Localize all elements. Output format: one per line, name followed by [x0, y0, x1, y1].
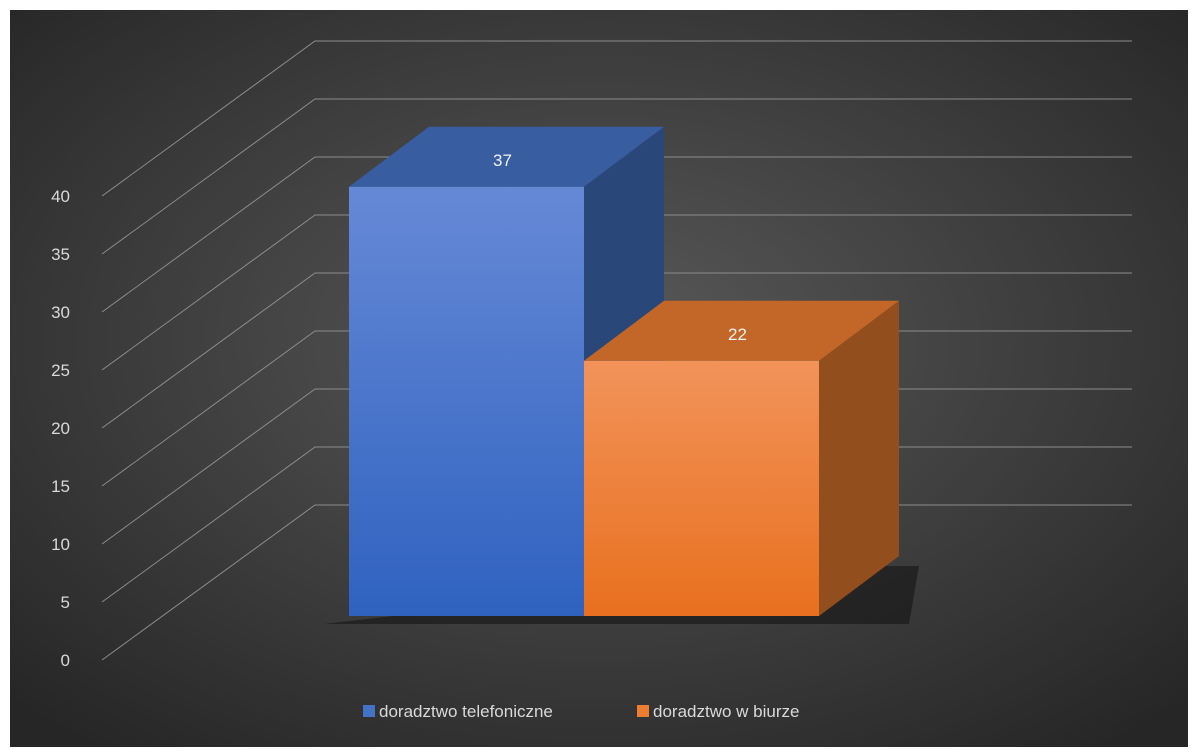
gridline [101, 98, 1132, 255]
gridline [101, 156, 1132, 313]
y-tick-label: 0 [61, 651, 70, 670]
chart-svg: 0 5 10 15 20 25 30 35 40 37 22 doradztwo telefoni… [10, 10, 1188, 747]
y-tick-label: 20 [51, 419, 70, 438]
y-tick-label: 15 [51, 477, 70, 496]
y-tick-label: 5 [61, 593, 70, 612]
y-tick-label: 10 [51, 535, 70, 554]
y-tick-label: 30 [51, 303, 70, 322]
legend-swatch [363, 705, 375, 717]
legend-label: doradztwo telefoniczne [379, 702, 553, 721]
gridlines [101, 40, 1132, 661]
y-tick-label: 25 [51, 361, 70, 380]
bar-doradztwo-w-biurze [584, 300, 899, 616]
y-tick-label: 35 [51, 245, 70, 264]
gridline [101, 40, 1132, 197]
data-label: 37 [493, 151, 512, 170]
y-tick-label: 40 [51, 187, 70, 206]
gridline [101, 272, 1132, 429]
gridline [101, 214, 1132, 371]
legend: doradztwo telefoniczne doradztwo w biurze [363, 702, 799, 721]
chart-area: 0 5 10 15 20 25 30 35 40 37 22 doradztwo telefoni… [10, 10, 1188, 747]
bars [324, 126, 919, 624]
y-axis-ticks: 0 5 10 15 20 25 30 35 40 [51, 187, 70, 670]
legend-label: doradztwo w biurze [653, 702, 799, 721]
data-labels: 37 22 [493, 151, 747, 344]
data-label: 22 [728, 325, 747, 344]
legend-swatch [637, 705, 649, 717]
